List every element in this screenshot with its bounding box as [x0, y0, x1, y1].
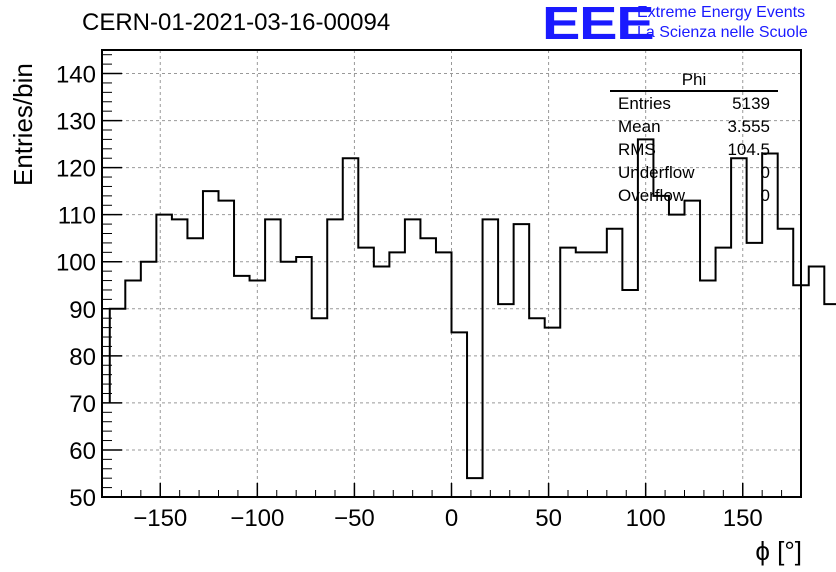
stats-value: 5139	[732, 93, 770, 113]
logo-line-2: La Scienza nelle Scuole	[637, 24, 808, 41]
stats-label: Overflow	[618, 185, 686, 205]
histogram-bin	[747, 243, 763, 497]
stats-value: 0	[760, 185, 770, 205]
y-axis-label: Entries/bin	[8, 63, 38, 186]
histogram-line	[108, 138, 836, 480]
histogram-bin	[265, 219, 281, 497]
histogram-bin	[669, 215, 685, 497]
histogram-bin	[607, 229, 623, 497]
x-tick-label: −150	[133, 505, 187, 532]
stats-row: RMS 104.5	[610, 138, 778, 161]
histogram-bin	[685, 201, 701, 497]
histogram-bin	[296, 257, 312, 497]
y-tick-label: 120	[56, 156, 96, 183]
histogram-bin	[622, 290, 638, 497]
tick-labels: −150 −100 −50 0 50 100 150 50 60 70 80 90 100 110 120 1…	[56, 62, 763, 532]
histogram-bin	[653, 196, 669, 497]
x-tick-label: −100	[230, 505, 284, 532]
stats-label: Underflow	[618, 162, 695, 182]
histogram-bin	[545, 328, 561, 497]
histogram-bin	[731, 158, 747, 497]
stats-label: RMS	[618, 139, 656, 159]
x-tick-label: 150	[723, 505, 763, 532]
x-tick-label: 100	[626, 505, 666, 532]
histogram-bin	[420, 238, 436, 497]
stats-value: 3.555	[727, 116, 770, 136]
histogram-bin	[576, 252, 592, 497]
y-tick-label: 90	[69, 297, 96, 324]
histogram-bin	[141, 262, 157, 497]
x-axis-label: ϕ [°]	[755, 536, 802, 566]
histogram-bin	[281, 262, 297, 497]
histogram-bin	[327, 219, 343, 497]
x-tick-label: 50	[535, 505, 562, 532]
histogram-bin	[529, 318, 545, 497]
stats-label: Entries	[618, 93, 671, 113]
y-tick-label: 130	[56, 109, 96, 136]
y-tick-label: 80	[69, 344, 96, 371]
histogram-bin	[312, 318, 328, 497]
stats-value: 0	[760, 162, 770, 182]
histogram-bin	[389, 252, 405, 497]
chart-title: CERN-01-2021-03-16-00094	[82, 9, 391, 36]
histogram-bin	[187, 238, 203, 497]
stats-label: Mean	[618, 116, 661, 136]
histogram-bin	[560, 248, 576, 497]
stats-value: 104.5	[727, 139, 770, 159]
stats-row: Entries 5139	[610, 92, 778, 115]
histogram-bin	[452, 332, 468, 497]
stats-row: Underflow 0	[610, 161, 778, 184]
histogram-bin	[358, 248, 374, 497]
histogram-bin	[778, 229, 794, 497]
histogram-bin	[405, 219, 421, 497]
histogram-bin	[716, 248, 732, 497]
y-tick-label: 140	[56, 62, 96, 89]
y-tick-label: 50	[69, 485, 96, 512]
histogram-bin	[483, 219, 499, 497]
histogram-bin	[824, 304, 836, 497]
logo-line-1: Extreme Energy Events	[637, 4, 806, 21]
histogram-bin	[343, 158, 359, 497]
histogram-bin	[467, 478, 483, 497]
histogram-bin	[498, 304, 514, 497]
histogram-bin	[436, 252, 452, 497]
histogram-bin	[219, 201, 235, 497]
axis-ticks	[102, 54, 783, 498]
histogram-bin	[591, 252, 607, 497]
histogram-bin	[374, 266, 390, 497]
y-tick-label: 70	[69, 391, 96, 418]
histogram-bin	[203, 191, 219, 497]
histogram-bin	[514, 224, 530, 497]
x-tick-label: 0	[445, 505, 458, 532]
histogram-bin	[125, 281, 141, 497]
stats-row: Mean 3.555	[610, 115, 778, 138]
y-tick-label: 60	[69, 438, 96, 465]
histogram-bin	[809, 266, 825, 497]
y-tick-label: 100	[56, 250, 96, 277]
stats-title: Phi	[610, 70, 778, 92]
stats-row: Overflow 0	[610, 184, 778, 207]
histogram-bin	[700, 281, 716, 497]
histogram-bin	[172, 219, 188, 497]
y-tick-label: 110	[58, 203, 96, 230]
plot-frame	[101, 49, 802, 498]
eee-logo: EEE	[542, 0, 655, 49]
stats-box: Phi Entries 5139 Mean 3.555 RMS 104.5 Underflo…	[610, 70, 778, 207]
x-tick-label: −50	[334, 505, 375, 532]
